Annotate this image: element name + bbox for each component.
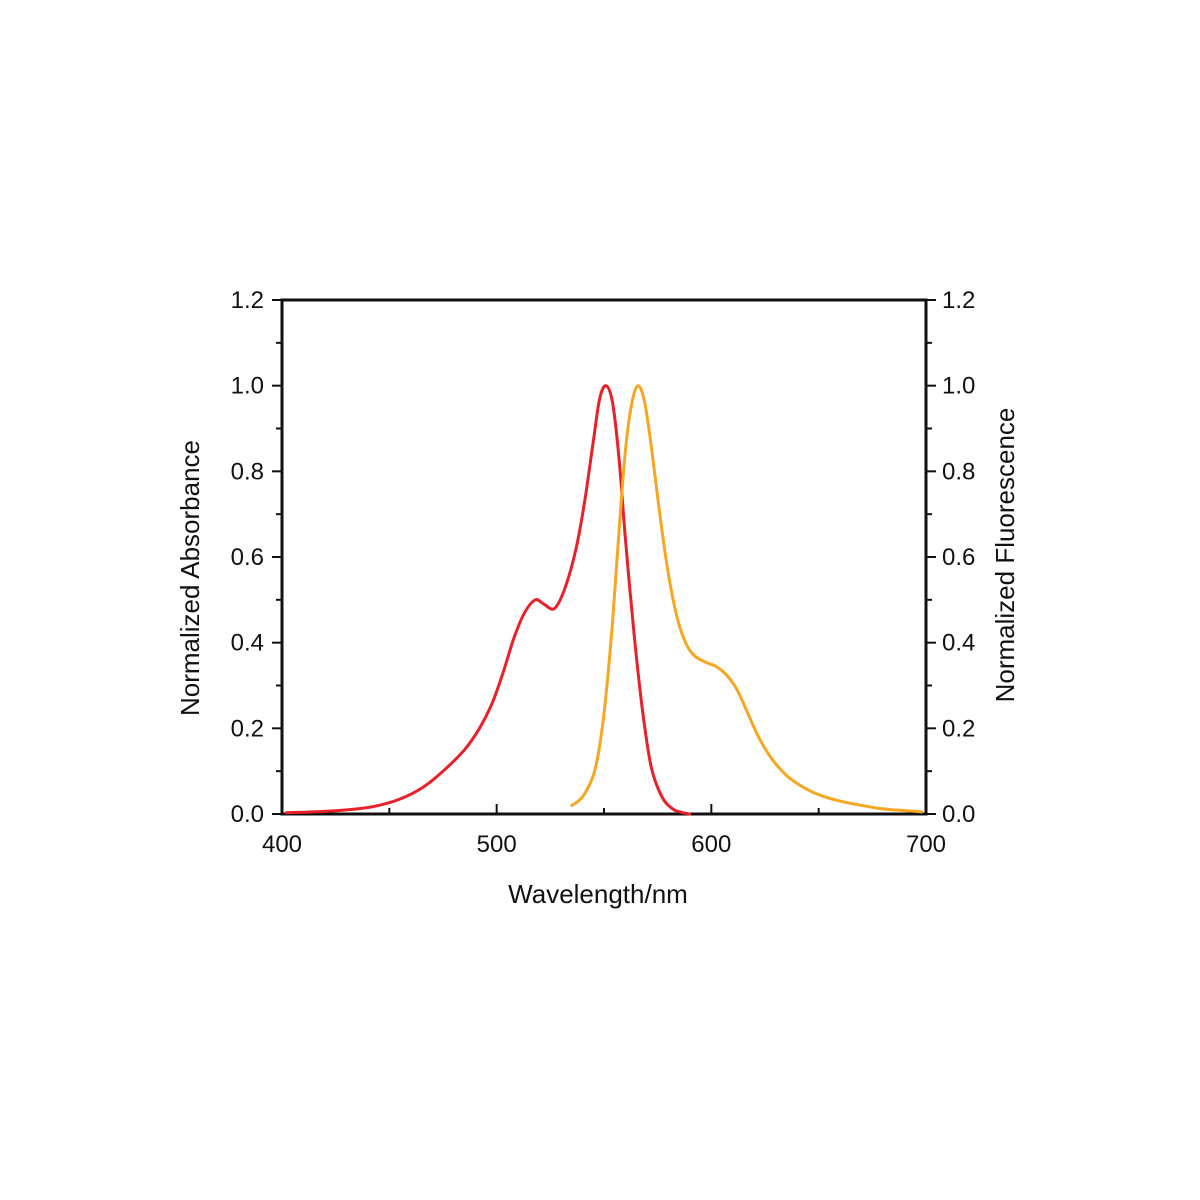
- y-right-tick-label: 0.0: [942, 801, 975, 828]
- y-left-tick-label: 1.2: [231, 287, 264, 314]
- x-tick-label: 600: [691, 831, 731, 858]
- y-right-tick-label: 1.0: [942, 373, 975, 400]
- axis-layer: 400 500 600 700 0.0 0.0 0.2 0.2 0.4 0.4 0.6 0.6 0.8 0…: [231, 287, 976, 858]
- y-left-tick-label: 0.4: [231, 630, 264, 657]
- series-layer: [284, 384, 924, 816]
- x-tick-label: 500: [477, 831, 517, 858]
- y-left-tick-label: 0.0: [231, 801, 264, 828]
- absorbance-curve: [284, 384, 692, 816]
- y-right-tick-label: 0.8: [942, 458, 975, 485]
- y-right-tick-label: 0.2: [942, 715, 975, 742]
- y-right-tick-label: 0.6: [942, 544, 975, 571]
- y-left-tick-label: 0.6: [231, 544, 264, 571]
- x-tick-label: 400: [262, 831, 302, 858]
- y-axis-title-right: Normalized Fluorescence: [990, 408, 1020, 703]
- plot-frame: [280, 298, 928, 816]
- y-axis-title-left: Normalized Absorbance: [175, 440, 205, 716]
- y-right-tick-label: 1.2: [942, 287, 975, 314]
- y-left-tick-label: 1.0: [231, 373, 264, 400]
- x-axis-title: Wavelength/nm: [508, 879, 688, 909]
- fluorescence-curve: [570, 384, 924, 814]
- y-left-tick-label: 0.2: [231, 715, 264, 742]
- y-right-tick-label: 0.4: [942, 630, 975, 657]
- y-left-tick-label: 0.8: [231, 458, 264, 485]
- x-tick-label: 700: [906, 831, 946, 858]
